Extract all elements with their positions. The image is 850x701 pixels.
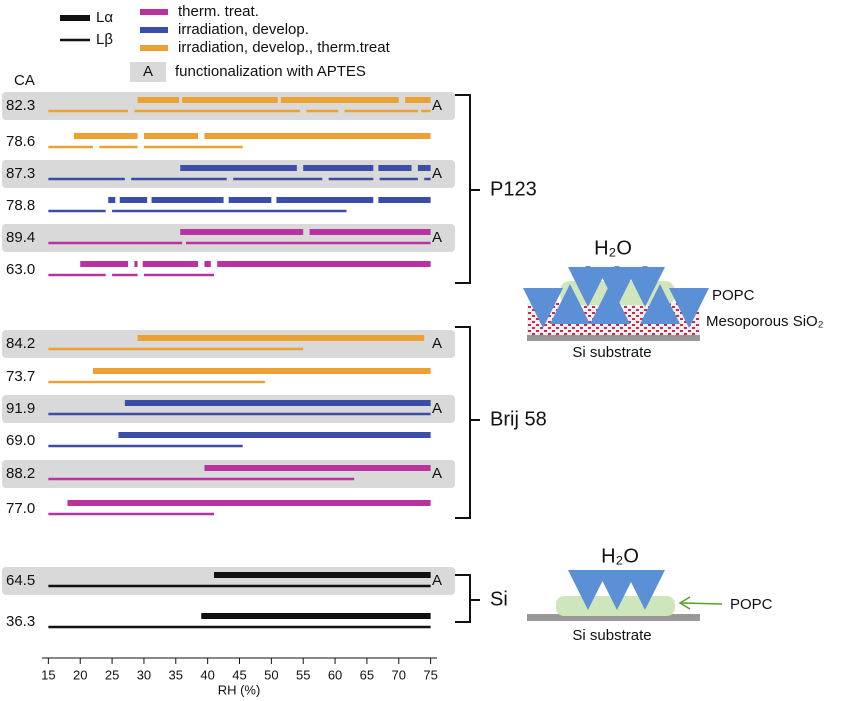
x-tick-label: 30: [137, 667, 151, 682]
aptes-band: [2, 160, 455, 188]
x-tick-label: 25: [105, 667, 119, 682]
diagram-si: H₂O POPC Si substrate: [527, 545, 773, 644]
substrate-label: Si substrate: [572, 627, 651, 644]
arrows: [568, 570, 665, 610]
aptes-band: [2, 395, 455, 423]
aptes-band: [2, 330, 455, 358]
x-tick-label: 45: [232, 667, 246, 682]
x-tick-label: 35: [169, 667, 183, 682]
substrate: [527, 335, 700, 341]
group-bracket: [455, 94, 480, 284]
popc-label: POPC: [730, 596, 773, 613]
ca-label: 73.7: [6, 368, 35, 385]
film-label: Mesoporous SiO₂: [706, 313, 824, 330]
x-tick-label: 50: [264, 667, 278, 682]
aptes-marker: A: [432, 97, 442, 114]
aptes-band: [2, 567, 455, 595]
ca-label: 91.9: [6, 400, 35, 417]
ca-label: 69.0: [6, 432, 35, 449]
ca-label: 64.5: [6, 572, 35, 589]
aptes-band: [2, 92, 455, 120]
ca-label: 82.3: [6, 97, 35, 114]
aptes-marker: A: [432, 335, 442, 352]
aptes-marker: A: [432, 229, 442, 246]
ca-label: 88.2: [6, 465, 35, 482]
x-tick-label: 20: [73, 667, 87, 682]
x-tick-label: 55: [296, 667, 310, 682]
group-bracket: [455, 326, 480, 519]
ca-label: 89.4: [6, 229, 35, 246]
water-label: H₂O: [594, 237, 632, 259]
legend-label: functionalization with APTES: [175, 63, 366, 80]
aptes-marker: A: [432, 465, 442, 482]
legend-swatch: [130, 62, 166, 82]
substrate-label: Si substrate: [572, 344, 651, 361]
pointer: [681, 602, 723, 605]
ca-label: 36.3: [6, 613, 35, 630]
ca-label: 77.0: [6, 500, 35, 517]
arrows: [523, 266, 709, 328]
aptes-marker: A: [432, 400, 442, 417]
ca-label: 63.0: [6, 261, 35, 278]
ca-label: 78.6: [6, 133, 35, 150]
water-label: H₂O: [601, 545, 639, 567]
x-tick-label: 70: [392, 667, 406, 682]
ca-label: 87.3: [6, 165, 35, 182]
group-label: P123: [490, 178, 537, 200]
x-tick-label: 60: [328, 667, 342, 682]
legend-label: Lβ: [96, 31, 113, 48]
x-tick-label: 75: [423, 667, 437, 682]
group-label: Si: [490, 588, 508, 610]
legend-label: irradiation, develop., therm.treat: [178, 39, 391, 56]
aptes-band: [2, 224, 455, 252]
ca-header: CA: [14, 72, 35, 89]
legend-label: irradiation, develop.: [178, 21, 309, 38]
popc-layer: [556, 596, 675, 616]
aptes-marker: A: [432, 165, 442, 182]
popc-label: POPC: [712, 287, 755, 304]
aptes-marker: A: [432, 572, 442, 589]
legend-marker: A: [143, 63, 153, 80]
x-axis-label: RH (%): [218, 682, 261, 697]
legend-label: Lα: [96, 9, 113, 26]
x-tick-label: 40: [200, 667, 214, 682]
x-tick-label: 15: [41, 667, 55, 682]
aptes-band: [2, 460, 455, 488]
ca-label: 84.2: [6, 335, 35, 352]
group-bracket: [455, 574, 480, 623]
diagram-mesoporous: H₂O POPC Mesoporous SiO₂ Si substrate: [523, 237, 824, 361]
x-tick-label: 65: [360, 667, 374, 682]
ca-label: 78.8: [6, 197, 35, 214]
group-label: Brij 58: [490, 408, 547, 430]
pointer-head: [678, 596, 691, 610]
film: [527, 303, 700, 335]
legend-label: therm. treat.: [178, 3, 259, 20]
substrate: [527, 614, 700, 621]
